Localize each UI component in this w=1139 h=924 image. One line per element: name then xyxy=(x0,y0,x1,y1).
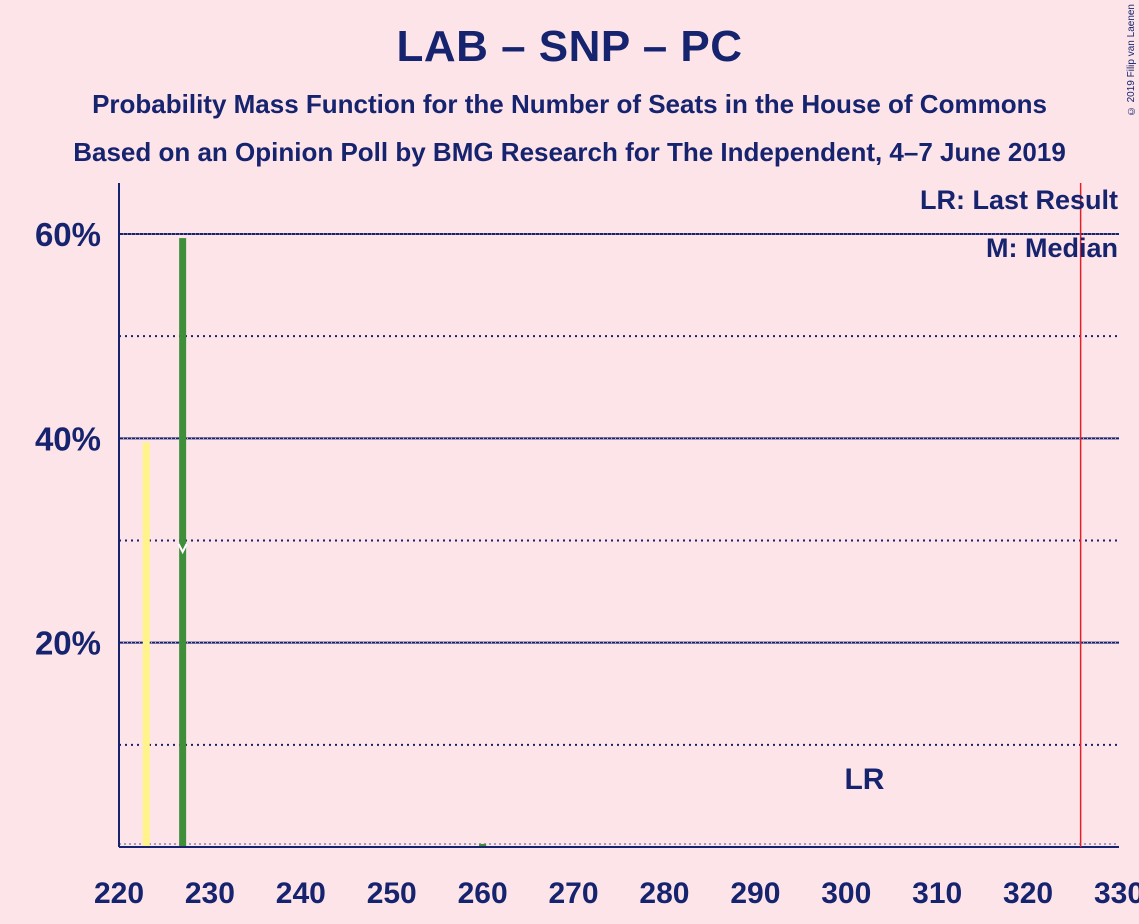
median-marker xyxy=(177,543,188,555)
gridlines xyxy=(119,233,1119,845)
x-tick-label-300: 300 xyxy=(821,877,871,910)
x-tick-label-230: 230 xyxy=(185,877,235,910)
axes xyxy=(118,183,1119,848)
bar-227 xyxy=(179,238,187,847)
x-tick-label-260: 260 xyxy=(458,877,508,910)
chart-title: LAB – SNP – PC xyxy=(396,22,743,71)
bar-260 xyxy=(479,843,487,847)
x-tick-label-330: 330 xyxy=(1094,877,1139,910)
bars xyxy=(142,238,487,847)
legend-median: M: Median xyxy=(986,233,1118,263)
x-tick-label-320: 320 xyxy=(1003,877,1053,910)
y-tick-label-20: 20% xyxy=(35,625,101,662)
last-result-label: LR xyxy=(844,763,884,796)
x-tick-label-240: 240 xyxy=(276,877,326,910)
x-tick-label-290: 290 xyxy=(730,877,780,910)
chart-subtitle: Probability Mass Function for the Number… xyxy=(92,89,1047,119)
legend-last-result: LR: Last Result xyxy=(920,185,1118,215)
x-tick-label-220: 220 xyxy=(94,877,144,910)
x-tick-label-250: 250 xyxy=(367,877,417,910)
x-tick-label-280: 280 xyxy=(639,877,689,910)
y-tick-label-60: 60% xyxy=(35,216,101,253)
y-tick-label-40: 40% xyxy=(35,420,101,457)
tick-labels: 220 230 240 250 260 270 280 290 300 310 320 330 20% 4… xyxy=(35,216,1139,910)
x-tick-label-270: 270 xyxy=(549,877,599,910)
chart-subtitle-source: Based on an Opinion Poll by BMG Research… xyxy=(73,137,1066,167)
bar-223 xyxy=(142,442,150,847)
x-tick-label-310: 310 xyxy=(912,877,962,910)
markers: LR xyxy=(177,183,1082,847)
